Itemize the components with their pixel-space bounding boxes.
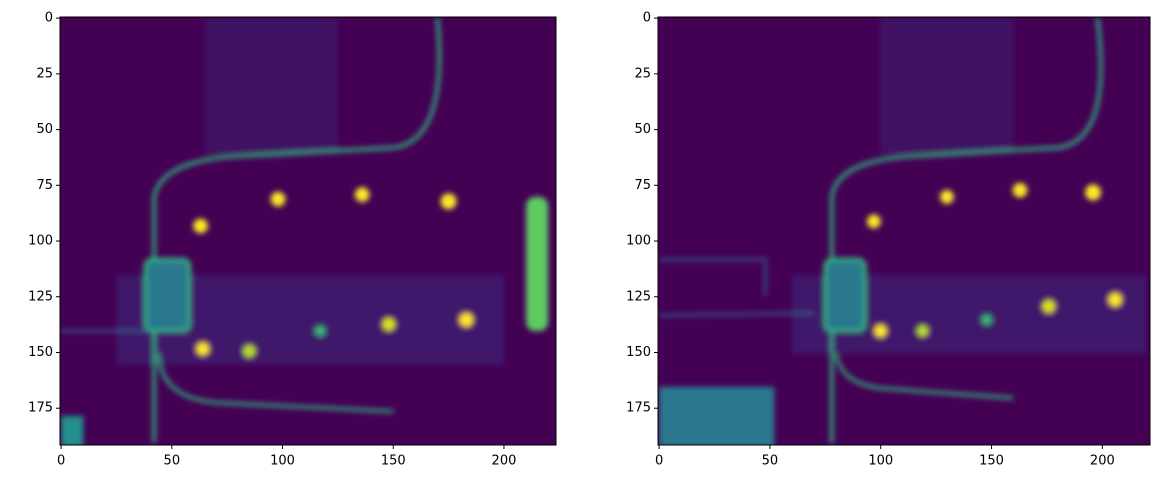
x-tick-label: 50	[164, 454, 181, 469]
figure: 0 50 100 150 200 0 25 50 75 100 125 150 175 0 50 100 150…	[0, 0, 1151, 478]
y-tick-label: 25	[36, 66, 53, 81]
x-tick-label: 150	[979, 454, 1004, 469]
page: 0 50 100 150 200 0 25 50 75 100 125 150 175 0 50 100 150…	[0, 0, 1151, 478]
x-tick-label: 200	[1090, 454, 1115, 469]
y-tick-label: 150	[28, 345, 53, 360]
y-tick-label: 0	[45, 11, 53, 26]
image-left	[60, 17, 556, 447]
image-right	[658, 17, 1150, 447]
x-tick-label: 0	[655, 454, 663, 469]
y-tick-label: 100	[28, 234, 53, 249]
y-tick-label: 175	[28, 401, 53, 416]
y-tick-label: 150	[626, 345, 651, 360]
y-tick-label: 25	[634, 66, 651, 81]
x-tick-label: 100	[868, 454, 893, 469]
x-tick-label: 100	[270, 454, 295, 469]
y-tick-label: 50	[634, 122, 651, 137]
y-tick-label: 0	[643, 11, 651, 26]
x-tick-label: 50	[762, 454, 779, 469]
y-tick-label: 175	[626, 401, 651, 416]
y-tick-label: 50	[36, 122, 53, 137]
x-tick-label: 150	[381, 454, 406, 469]
y-tick-label: 125	[28, 289, 53, 304]
x-tick-label: 200	[492, 454, 517, 469]
x-tick-label: 0	[57, 454, 65, 469]
y-tick-label: 75	[36, 178, 53, 193]
y-tick-label: 100	[626, 234, 651, 249]
y-tick-label: 75	[634, 178, 651, 193]
y-tick-label: 125	[626, 289, 651, 304]
